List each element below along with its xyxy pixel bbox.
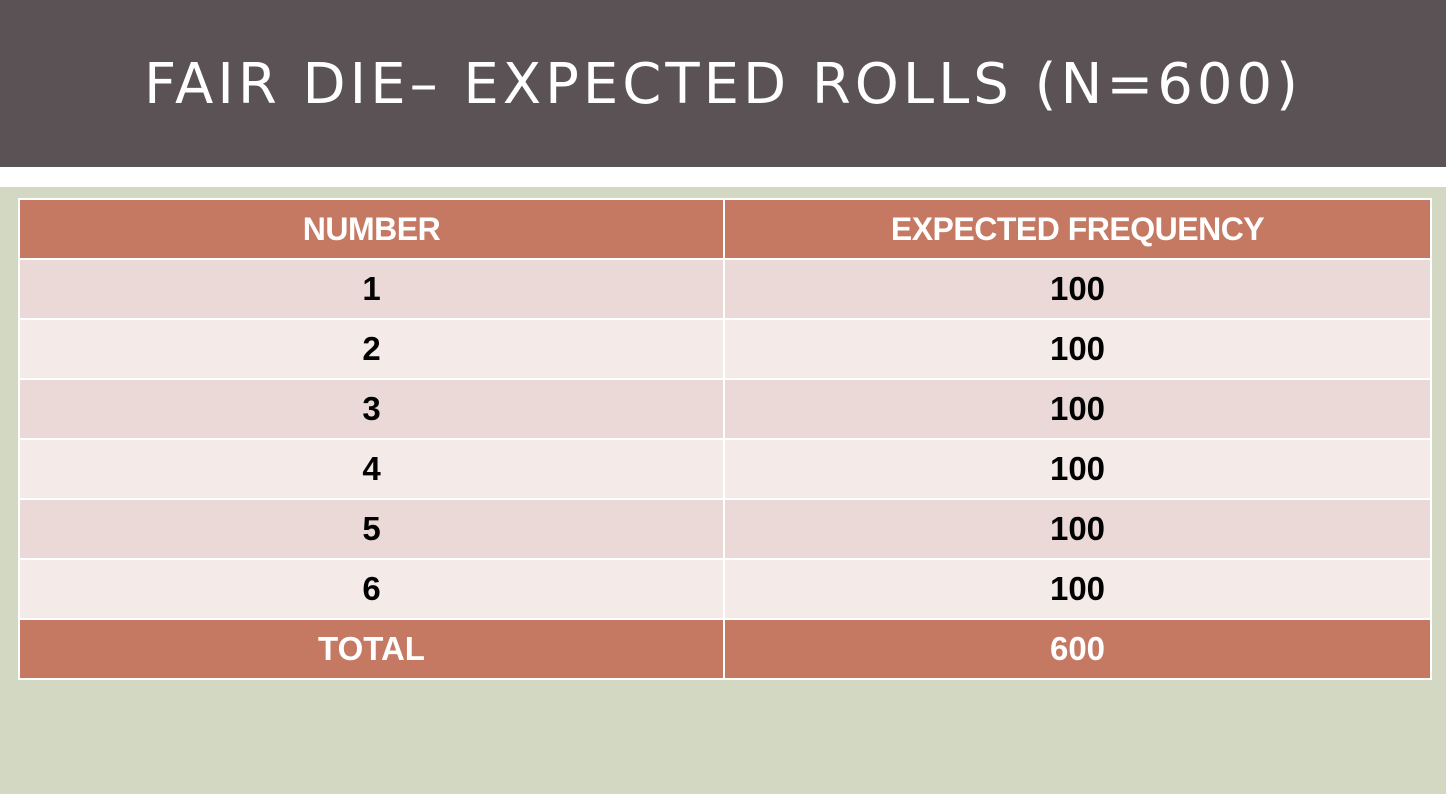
header-number: NUMBER — [18, 198, 725, 260]
table-row: 2 100 — [18, 318, 1432, 380]
cell-frequency: 100 — [723, 318, 1432, 380]
cell-number: 5 — [18, 498, 725, 560]
table-row: 5 100 — [18, 498, 1432, 560]
cell-frequency: 100 — [723, 558, 1432, 620]
table-total-row: TOTAL 600 — [18, 618, 1432, 680]
header-expected-frequency: EXPECTED FREQUENCY — [723, 198, 1432, 260]
table-row: 6 100 — [18, 558, 1432, 620]
cell-number: 3 — [18, 378, 725, 440]
cell-frequency: 100 — [723, 258, 1432, 320]
total-label: TOTAL — [18, 618, 725, 680]
title-bar: FAIR DIE– EXPECTED ROLLS (N=600) — [0, 0, 1446, 167]
cell-number: 2 — [18, 318, 725, 380]
cell-frequency: 100 — [723, 378, 1432, 440]
table-row: 4 100 — [18, 438, 1432, 500]
expected-frequency-table: NUMBER EXPECTED FREQUENCY 1 100 2 100 3 … — [18, 198, 1432, 680]
total-value: 600 — [723, 618, 1432, 680]
cell-frequency: 100 — [723, 438, 1432, 500]
cell-frequency: 100 — [723, 498, 1432, 560]
table-row: 3 100 — [18, 378, 1432, 440]
cell-number: 6 — [18, 558, 725, 620]
slide-title: FAIR DIE– EXPECTED ROLLS (N=600) — [143, 52, 1303, 117]
cell-number: 1 — [18, 258, 725, 320]
table-header-row: NUMBER EXPECTED FREQUENCY — [18, 198, 1432, 260]
table-row: 1 100 — [18, 258, 1432, 320]
cell-number: 4 — [18, 438, 725, 500]
title-divider — [0, 167, 1446, 187]
